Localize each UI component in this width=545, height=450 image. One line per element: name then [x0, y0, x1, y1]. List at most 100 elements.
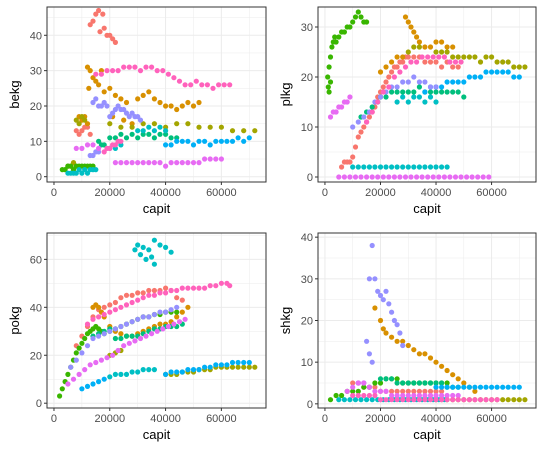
data-point: [96, 304, 102, 310]
data-point: [326, 64, 332, 70]
data-point: [372, 384, 378, 390]
data-point: [361, 164, 367, 170]
data-point: [336, 34, 342, 40]
data-point: [416, 380, 422, 386]
data-point: [411, 397, 417, 403]
data-point: [352, 14, 359, 20]
data-point: [193, 78, 199, 84]
series-4: [59, 163, 96, 173]
data-point: [82, 335, 88, 342]
data-point: [439, 49, 445, 55]
data-point: [118, 131, 124, 137]
data-point: [112, 160, 118, 166]
data-point: [196, 160, 202, 166]
data-point: [489, 54, 495, 60]
data-point: [450, 89, 456, 95]
data-point: [383, 376, 389, 382]
data-point: [419, 174, 425, 180]
data-point: [433, 99, 439, 105]
data-point: [235, 364, 241, 370]
data-point: [171, 75, 177, 81]
data-point: [477, 384, 484, 390]
data-point: [355, 134, 361, 140]
data-point: [480, 174, 486, 180]
data-point: [466, 384, 472, 390]
data-point: [146, 247, 152, 253]
data-point: [179, 138, 185, 144]
data-point: [163, 131, 169, 137]
panel-background: [318, 7, 536, 182]
data-point: [400, 94, 406, 100]
data-point: [394, 99, 400, 105]
data-point: [235, 135, 241, 141]
x-tick-label: 40000: [150, 187, 181, 199]
data-point: [389, 334, 395, 340]
data-point: [405, 89, 411, 95]
x-tick-label: 0: [322, 187, 328, 199]
data-point: [333, 109, 339, 115]
data-point: [140, 244, 146, 250]
data-point: [494, 384, 500, 390]
data-point: [458, 174, 464, 180]
data-point: [377, 69, 384, 75]
data-point: [100, 11, 106, 17]
data-point: [455, 397, 461, 403]
data-point: [229, 364, 236, 370]
data-point: [68, 163, 74, 169]
data-point: [377, 292, 384, 299]
data-point: [347, 94, 353, 100]
data-point: [118, 323, 124, 330]
data-point: [400, 388, 406, 394]
data-point: [444, 392, 450, 399]
data-point: [416, 397, 422, 403]
data-point: [101, 331, 107, 337]
data-point: [466, 397, 472, 403]
data-point: [355, 392, 361, 399]
series-9: [73, 142, 224, 169]
data-point: [355, 380, 361, 386]
data-point: [355, 119, 361, 125]
data-point: [416, 79, 422, 85]
data-point: [204, 82, 210, 88]
data-point: [93, 71, 99, 77]
data-point: [90, 18, 96, 24]
data-point: [73, 170, 79, 176]
data-point: [411, 74, 417, 80]
data-point: [389, 164, 395, 170]
data-point: [112, 299, 118, 306]
data-point: [202, 285, 208, 291]
data-point: [174, 314, 180, 320]
data-point: [444, 44, 450, 50]
panel-border: [317, 6, 537, 183]
data-point: [79, 170, 85, 176]
data-point: [405, 380, 411, 386]
data-point: [375, 288, 381, 294]
data-point: [394, 84, 400, 90]
data-point: [458, 59, 464, 65]
data-point: [427, 397, 434, 403]
data-point: [196, 124, 202, 130]
data-point: [96, 314, 102, 320]
data-point: [450, 54, 456, 60]
data-point: [224, 362, 230, 368]
data-point: [174, 160, 180, 166]
data-point: [118, 331, 124, 337]
data-point: [483, 384, 489, 390]
data-point: [132, 64, 138, 70]
panel-shkg: 0 20000 40000 60000 0 10 20 30 40 capit shkg: [278, 232, 537, 442]
series-3: [405, 44, 528, 70]
series-7: [433, 384, 522, 390]
data-point: [391, 174, 397, 180]
data-point: [76, 345, 82, 351]
data-point: [486, 174, 492, 180]
data-point: [70, 160, 77, 166]
data-point: [327, 114, 334, 120]
data-point: [332, 34, 338, 40]
data-point: [123, 333, 130, 339]
data-point: [405, 99, 411, 105]
series-3: [65, 114, 258, 169]
data-point: [174, 138, 180, 144]
data-point: [126, 114, 132, 120]
data-point: [165, 323, 171, 330]
data-point: [405, 79, 411, 85]
